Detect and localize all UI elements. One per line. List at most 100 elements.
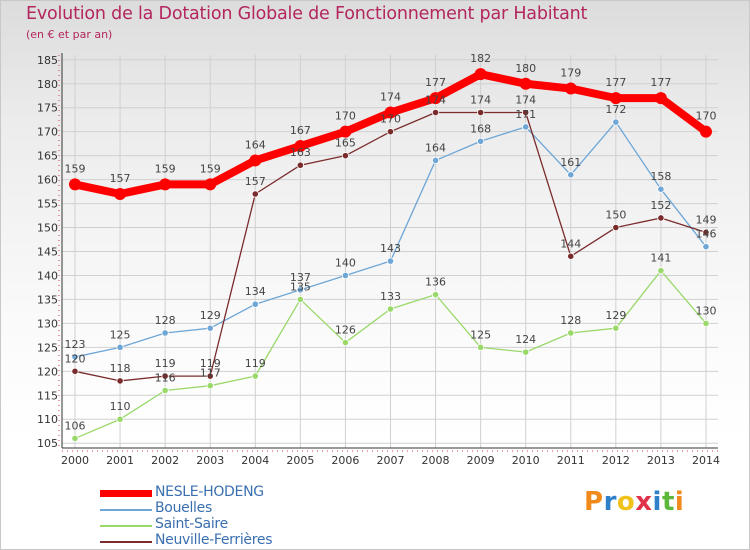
data-label: 163 [290,146,311,159]
data-point [431,291,440,299]
data-point [522,348,530,356]
data-point [386,305,395,313]
data-point [159,178,172,191]
data-point [612,223,620,232]
data-point [296,286,304,294]
data-label: 130 [695,304,716,317]
chart-title: Evolution de la Dotation Globale de Fonc… [26,4,588,24]
data-label: 170 [695,110,716,123]
y-tick-label: 175 [37,102,58,115]
data-label: 170 [335,110,356,123]
legend-label: NESLE-HODENG [155,484,264,500]
legend-label: Bouelles [155,500,212,516]
data-label: 125 [110,328,131,341]
data-point [341,338,350,347]
data-label: 174 [515,94,536,107]
x-tick-label: 2001 [106,454,134,467]
y-tick-label: 130 [37,317,58,330]
y-tick-label: 135 [37,293,58,306]
data-label: 117 [200,367,221,380]
data-label: 135 [290,280,311,293]
data-point [477,108,485,117]
logo-letter: i [674,487,685,517]
x-tick-label: 2002 [151,454,179,467]
data-point [71,434,79,443]
data-label: 123 [65,338,86,351]
y-tick-label: 180 [37,78,58,91]
y-tick-label: 170 [37,126,58,139]
data-label: 179 [560,67,581,80]
y-tick-label: 125 [37,341,58,354]
data-point [612,324,620,332]
data-point [519,77,532,90]
data-label: 174 [380,91,401,104]
data-label: 174 [470,94,491,107]
data-point [477,343,485,351]
logo-letter: t [661,487,675,517]
data-point [474,68,487,81]
data-label: 120 [65,352,86,365]
data-point [341,271,350,280]
data-label: 150 [605,209,626,222]
data-label: 118 [110,362,131,375]
data-label: 164 [245,138,266,151]
data-point [71,367,79,375]
data-point [567,329,575,337]
data-point [69,178,81,191]
data-label: 177 [605,76,626,89]
x-tick-label: 2006 [331,454,359,467]
data-label: 164 [425,141,446,154]
y-tick-label: 110 [37,413,58,426]
data-label: 140 [335,256,356,269]
data-label: 119 [200,357,221,370]
data-label: 172 [605,103,626,116]
x-tick-label: 2003 [196,454,224,467]
data-point [384,106,397,119]
data-label: 146 [695,228,716,241]
data-label: 141 [650,252,671,265]
data-point [567,171,575,179]
data-point [431,108,440,117]
data-point [702,228,710,236]
y-tick-label: 165 [37,150,58,163]
y-tick-label: 155 [37,198,58,211]
data-point [654,92,667,105]
x-tick-label: 2011 [557,454,585,467]
x-tick-label: 2013 [647,454,675,467]
y-tick-label: 105 [37,437,58,450]
data-point [702,319,710,327]
x-tick-label: 2014 [692,454,720,467]
data-label: 170 [380,113,401,126]
data-label: 129 [200,309,221,322]
data-label: 124 [515,333,536,346]
data-point [657,214,665,222]
data-point [114,187,127,200]
data-label: 159 [65,162,86,175]
x-tick-label: 2007 [376,454,404,467]
data-label: 128 [155,314,176,327]
legend-label: Saint-Saire [155,516,228,532]
data-point [204,178,217,191]
data-label: 152 [650,199,671,212]
data-label: 133 [380,290,401,303]
data-label: 119 [155,357,176,370]
data-point [296,161,304,169]
data-label: 126 [335,324,356,337]
data-point [206,324,214,332]
data-point [702,243,710,251]
data-label: 116 [155,371,176,384]
data-label: 174 [425,94,446,107]
x-tick-label: 2008 [422,454,450,467]
data-label: 110 [110,400,131,413]
data-label: 157 [110,172,131,185]
logo-letter: r [603,487,617,517]
data-label: 158 [650,170,671,183]
data-point [71,353,79,361]
data-point [567,252,575,260]
data-point [251,300,259,308]
data-point [477,137,485,145]
x-tick-label: 2010 [512,454,540,467]
x-tick-label: 2004 [241,454,269,467]
data-label: 168 [470,122,491,135]
y-tick-label: 120 [37,365,58,378]
